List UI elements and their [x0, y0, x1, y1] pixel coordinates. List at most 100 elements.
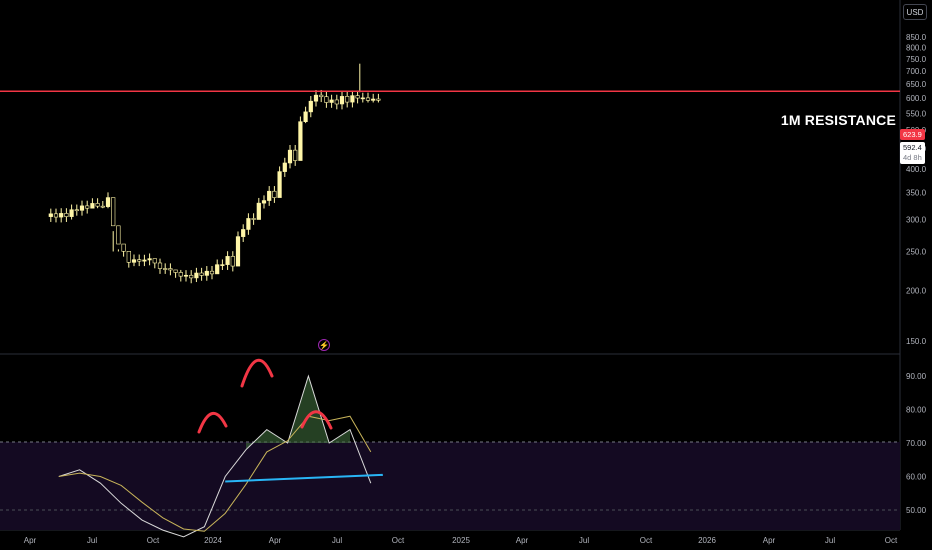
lightning-icon[interactable]: ⚡	[318, 339, 330, 351]
candle-body	[215, 264, 220, 275]
candle-body	[287, 149, 293, 164]
candle-body	[121, 243, 126, 252]
price-candles	[48, 63, 381, 284]
time-tick-label: Jul	[579, 536, 589, 545]
candle-body	[329, 99, 334, 103]
time-axis[interactable]: Apr Jul Oct 2024 Apr Jul Oct 2025 Apr Jul Oct 2026 A…	[24, 536, 898, 545]
candle-body	[183, 274, 189, 277]
time-tick-label: Apr	[516, 536, 529, 545]
candle-body	[376, 98, 381, 101]
candle-body	[168, 268, 173, 271]
candle-body	[256, 202, 261, 220]
candle-body	[189, 274, 194, 279]
candle-body	[64, 213, 69, 217]
time-tick-label: Apr	[24, 536, 37, 545]
candle-body	[371, 98, 376, 101]
candle-body	[282, 162, 287, 172]
rsi-tick-label: 90.00	[906, 372, 927, 381]
last-price-tag: 592.4 4d 8h	[900, 142, 925, 164]
price-tick-label: 350.0	[906, 189, 927, 198]
candle-body	[69, 209, 74, 217]
price-tick-label: 600.0	[906, 94, 927, 103]
candle-body	[111, 197, 116, 227]
time-tick-label: Apr	[269, 536, 282, 545]
price-tick-label: 150.0	[906, 337, 927, 346]
candle-body	[59, 213, 64, 218]
candle-body	[147, 258, 152, 261]
rsi-moving-average	[58, 415, 372, 532]
candle-body	[246, 218, 251, 230]
candle-body	[157, 262, 163, 269]
time-tick-label: Oct	[147, 536, 160, 545]
candle-body	[313, 94, 319, 102]
candle-body	[199, 272, 204, 276]
candle-body	[137, 259, 142, 262]
candle-body	[365, 97, 371, 101]
candle-body	[345, 96, 350, 103]
rsi-tick-label: 70.00	[906, 439, 927, 448]
candle-body	[48, 213, 53, 217]
currency-button[interactable]: USD	[903, 4, 927, 20]
candle-body	[350, 95, 355, 103]
candle-body	[100, 205, 105, 208]
candle-body	[241, 229, 246, 237]
rsi-tick-label: 60.00	[906, 473, 927, 482]
price-tick-label: 800.0	[906, 44, 927, 53]
time-tick-label: Oct	[392, 536, 405, 545]
rsi-tick-label: 80.00	[906, 406, 927, 415]
candle-body	[204, 270, 209, 276]
right-shoulder-arc[interactable]	[300, 410, 333, 430]
candle-body	[116, 225, 121, 245]
candle-body	[194, 272, 199, 279]
candle-body	[126, 251, 131, 263]
price-tick-label: 700.0	[906, 67, 927, 76]
last-price-value: 592.4	[903, 143, 922, 152]
left-shoulder-arc[interactable]	[197, 412, 228, 434]
candle-body	[152, 258, 157, 264]
time-tick-label: Oct	[885, 536, 898, 545]
candle-body	[261, 200, 267, 204]
price-axis[interactable]: 850.0800.0750.0700.0650.0600.0550.0500.0…	[906, 33, 927, 346]
candle-body	[360, 97, 365, 100]
price-tick-label: 400.0	[906, 165, 927, 174]
rsi-axis[interactable]: 90.00 80.00 70.00 60.00 50.00	[906, 372, 927, 515]
candle-body	[298, 121, 303, 161]
time-tick-label: Jul	[332, 536, 342, 545]
time-tick-label: Jul	[87, 536, 97, 545]
time-tick-label: 2024	[204, 536, 222, 545]
candle-body	[235, 236, 241, 267]
price-tick-label: 300.0	[906, 216, 927, 225]
resistance-price-tag: 623.9	[900, 129, 925, 140]
candle-body	[355, 95, 360, 99]
time-tick-label: Jul	[825, 536, 835, 545]
price-tick-label: 850.0	[906, 33, 927, 42]
candle-body	[339, 96, 345, 105]
time-tick-label: Oct	[640, 536, 653, 545]
candle-body	[79, 205, 85, 211]
candle-body	[142, 259, 147, 262]
candle-body	[277, 171, 282, 198]
candle-body	[293, 149, 298, 161]
rsi-band-fill	[0, 442, 900, 530]
head-arc[interactable]	[240, 358, 274, 388]
candle-body	[173, 269, 178, 273]
price-tick-label: 250.0	[906, 247, 927, 256]
time-tick-label: 2026	[698, 536, 716, 545]
rsi-overbought-fill	[246, 376, 350, 450]
candle-body	[334, 99, 339, 105]
candle-body	[303, 111, 308, 122]
candle-body	[251, 218, 256, 220]
candle-body	[53, 213, 59, 218]
rsi-trendline[interactable]	[225, 473, 383, 483]
candle-body	[209, 270, 215, 275]
candle-body	[163, 268, 168, 270]
rsi-tick-label: 50.00	[906, 506, 927, 515]
candle-body	[95, 203, 100, 207]
candle-body	[272, 190, 277, 198]
resistance-annotation[interactable]: 1M RESISTANCE	[780, 112, 896, 128]
candle-body	[324, 96, 329, 103]
candle-body	[178, 272, 183, 277]
candle-body	[230, 256, 235, 267]
price-tick-label: 750.0	[906, 55, 927, 64]
